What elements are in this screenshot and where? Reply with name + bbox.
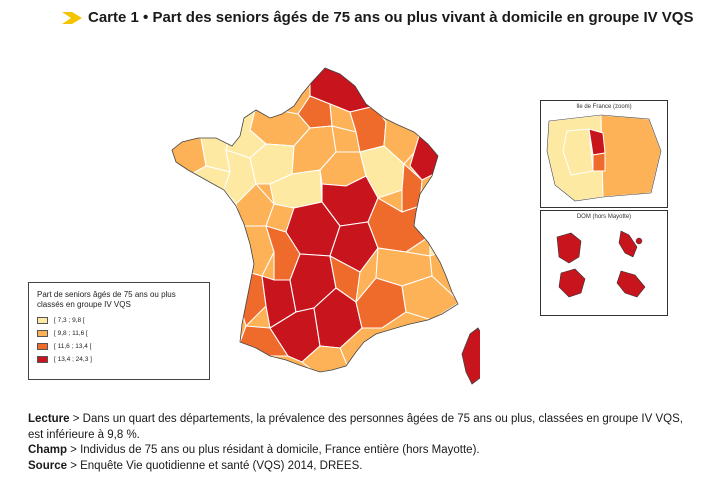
champ-note: Champ > Individus de 75 ans ou plus rési… [28,443,698,459]
legend-swatch [37,330,48,337]
legend-label: [ 11,6 ; 13,4 [ [54,343,92,350]
legend-item: [ 11,6 ; 13,4 [ [37,340,201,353]
source-label: Source [28,459,67,472]
martinique-region [618,230,638,258]
legend-label: [ 7,3 ; 9,8 [ [54,317,85,324]
lecture-text: > Dans un quart des départements, la pré… [28,413,683,441]
legend-swatch [37,356,48,363]
lecture-note: Lecture > Dans un quart des départements… [28,412,698,443]
map-title: Carte 1 • Part des seniors âgés de 75 an… [88,9,694,26]
legend-item: [ 9,8 ; 11,6 [ [37,327,201,340]
idf-inset-title: Ile de France (zoom) [576,104,632,110]
chevron-right-icon [62,12,82,24]
france-map [171,67,480,385]
legend-item: [ 7,3 ; 9,8 [ [37,314,201,327]
source-text: > Enquête Vie quotidienne et santé (VQS)… [67,459,363,472]
source-note: Source > Enquête Vie quotidienne et sant… [28,459,698,475]
idf-map [546,114,662,202]
corsica-region [461,327,480,385]
reunion-region [616,270,646,298]
guyane-region [558,268,586,298]
legend: Part de seniors âgés de 75 ans ou plus c… [28,282,210,380]
legend-swatch [37,317,48,324]
footnotes: Lecture > Dans un quart des départements… [28,412,698,474]
map-region [401,275,458,321]
legend-swatch [37,343,48,350]
map-region [329,221,379,273]
lecture-label: Lecture [28,413,70,425]
chart-header: Carte 1 • Part des seniors âgés de 75 an… [62,8,702,27]
legend-label: [ 13,4 ; 24,3 ] [54,356,92,363]
dom-inset: DOM (hors Mayotte) [540,210,668,316]
dom-map [556,230,646,298]
idf-inset: Ile de France (zoom) [540,100,668,208]
map-region [562,128,594,176]
champ-label: Champ [28,444,67,456]
champ-text: > Individus de 75 ans ou plus résidant à… [66,444,480,456]
dom-inset-title: DOM (hors Mayotte) [576,214,632,220]
map-region [367,197,431,253]
guadeloupe-region [556,232,582,264]
legend-label: [ 9,8 ; 11,6 [ [54,330,88,337]
martinique-region [635,237,643,245]
legend-item: [ 13,4 ; 24,3 ] [37,353,201,366]
legend-title: Part de seniors âgés de 75 ans ou plus c… [37,290,176,309]
map-region [592,152,606,172]
